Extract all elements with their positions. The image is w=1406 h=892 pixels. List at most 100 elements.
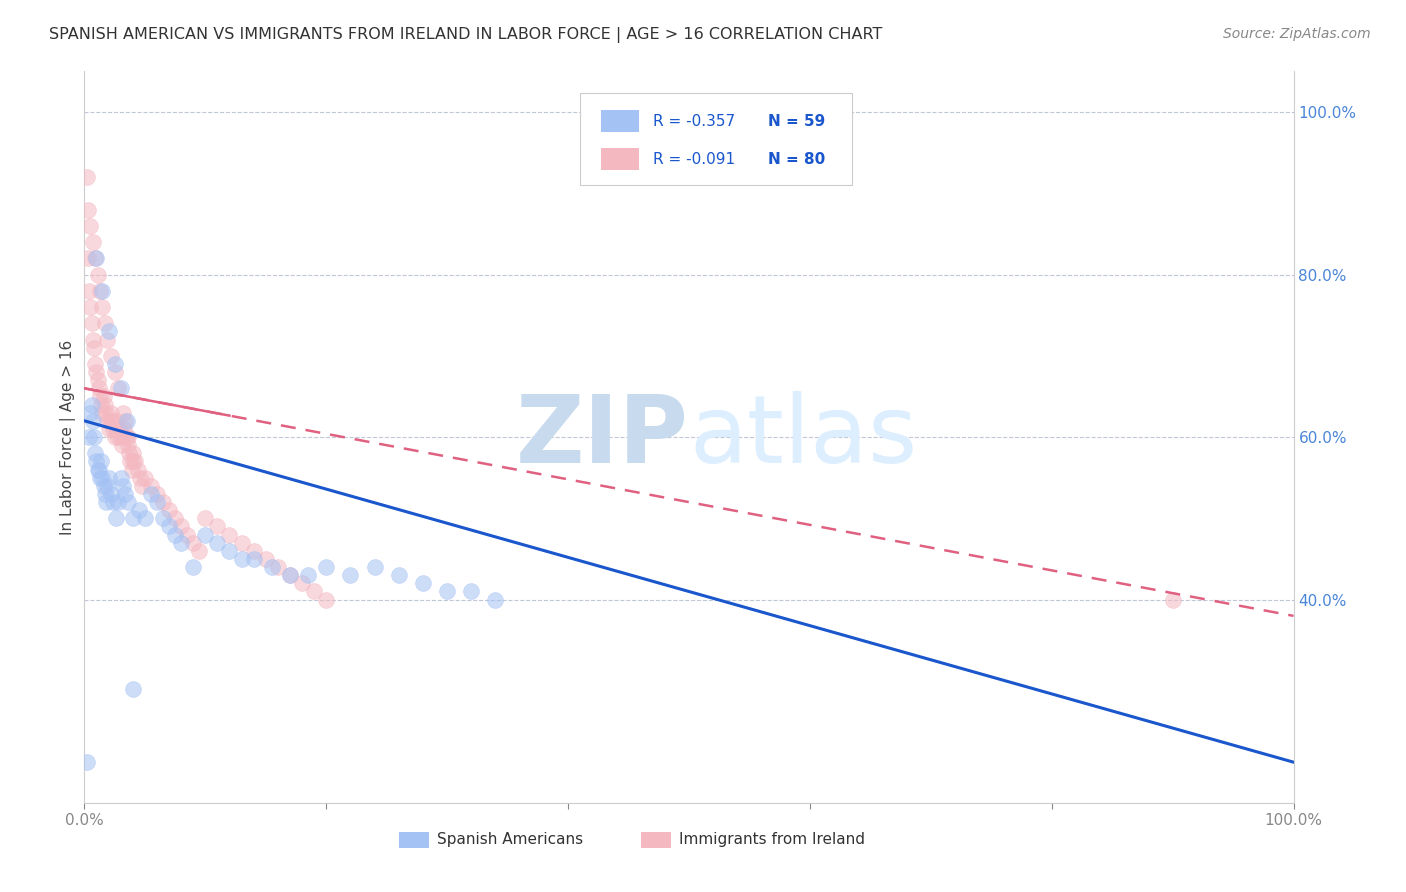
Point <box>121 511 143 525</box>
Point <box>91 406 114 420</box>
Point <box>103 422 125 436</box>
Point <box>218 527 240 541</box>
Point <box>157 503 180 517</box>
Point <box>97 471 120 485</box>
Point <box>112 430 135 444</box>
Point <box>117 495 139 509</box>
Point <box>103 495 125 509</box>
Point <box>181 560 204 574</box>
Point <box>107 495 129 509</box>
Point <box>90 454 112 468</box>
Point <box>117 438 139 452</box>
Point <box>460 584 482 599</box>
Point <box>484 592 506 607</box>
Point <box>77 284 100 298</box>
Point <box>101 414 124 428</box>
Point <box>278 568 301 582</box>
Point <box>112 406 135 420</box>
Text: R = -0.091: R = -0.091 <box>652 152 735 167</box>
Text: Spanish Americans: Spanish Americans <box>437 832 583 847</box>
Point <box>134 511 156 525</box>
Point <box>108 422 131 436</box>
Point <box>115 414 138 428</box>
Point <box>231 552 253 566</box>
Point <box>363 560 385 574</box>
Point <box>105 414 128 428</box>
Point <box>181 535 204 549</box>
Text: N = 80: N = 80 <box>768 152 825 167</box>
Point <box>194 511 217 525</box>
Point <box>97 422 120 436</box>
Point <box>231 535 253 549</box>
Point <box>84 252 107 266</box>
Point <box>146 495 169 509</box>
Point <box>82 414 104 428</box>
Point <box>121 446 143 460</box>
Bar <box>600 148 640 170</box>
Point <box>1161 592 1184 607</box>
Point <box>242 544 264 558</box>
Point <box>84 357 107 371</box>
Point <box>100 487 122 501</box>
Point <box>124 454 146 468</box>
Point <box>291 576 314 591</box>
Point <box>86 373 108 387</box>
Point <box>114 487 136 501</box>
Point <box>242 552 264 566</box>
Point <box>89 471 111 485</box>
Point <box>165 511 187 525</box>
Point <box>93 389 115 403</box>
Bar <box>641 832 671 848</box>
Point <box>100 406 122 420</box>
Point <box>89 284 111 298</box>
Point <box>129 471 152 485</box>
Text: SPANISH AMERICAN VS IMMIGRANTS FROM IRELAND IN LABOR FORCE | AGE > 16 CORRELATIO: SPANISH AMERICAN VS IMMIGRANTS FROM IREL… <box>49 27 883 43</box>
Point <box>79 300 101 314</box>
Point <box>100 349 122 363</box>
Point <box>115 430 138 444</box>
Point <box>111 438 134 452</box>
Point <box>94 398 117 412</box>
Point <box>267 560 290 574</box>
Point <box>110 430 132 444</box>
Point <box>170 535 193 549</box>
Point <box>152 511 174 525</box>
Point <box>104 430 127 444</box>
Point <box>121 681 143 696</box>
Bar <box>600 110 640 132</box>
Point <box>96 479 118 493</box>
Point <box>97 325 120 339</box>
Point <box>107 430 129 444</box>
Point <box>297 568 319 582</box>
Point <box>79 406 101 420</box>
Point <box>112 479 135 493</box>
Point <box>83 341 105 355</box>
Point <box>302 584 325 599</box>
Point <box>77 202 100 217</box>
Point <box>339 568 361 582</box>
Point <box>146 487 169 501</box>
Point <box>131 479 153 493</box>
Point <box>80 398 103 412</box>
Point <box>127 462 149 476</box>
Point <box>104 422 127 436</box>
Point <box>104 511 127 525</box>
Point <box>436 584 458 599</box>
Point <box>94 316 117 330</box>
Point <box>315 560 337 574</box>
Point <box>176 527 198 541</box>
Point <box>80 316 103 330</box>
Text: ZIP: ZIP <box>516 391 689 483</box>
Point <box>83 430 105 444</box>
Point <box>98 414 121 428</box>
Point <box>118 446 141 460</box>
Point <box>107 381 129 395</box>
Point <box>121 454 143 468</box>
Point <box>86 462 108 476</box>
Text: Source: ZipAtlas.com: Source: ZipAtlas.com <box>1223 27 1371 41</box>
Text: Immigrants from Ireland: Immigrants from Ireland <box>679 832 865 847</box>
Point <box>86 268 108 282</box>
Point <box>86 454 108 468</box>
Y-axis label: In Labor Force | Age > 16: In Labor Force | Age > 16 <box>60 340 76 534</box>
Point <box>77 252 100 266</box>
